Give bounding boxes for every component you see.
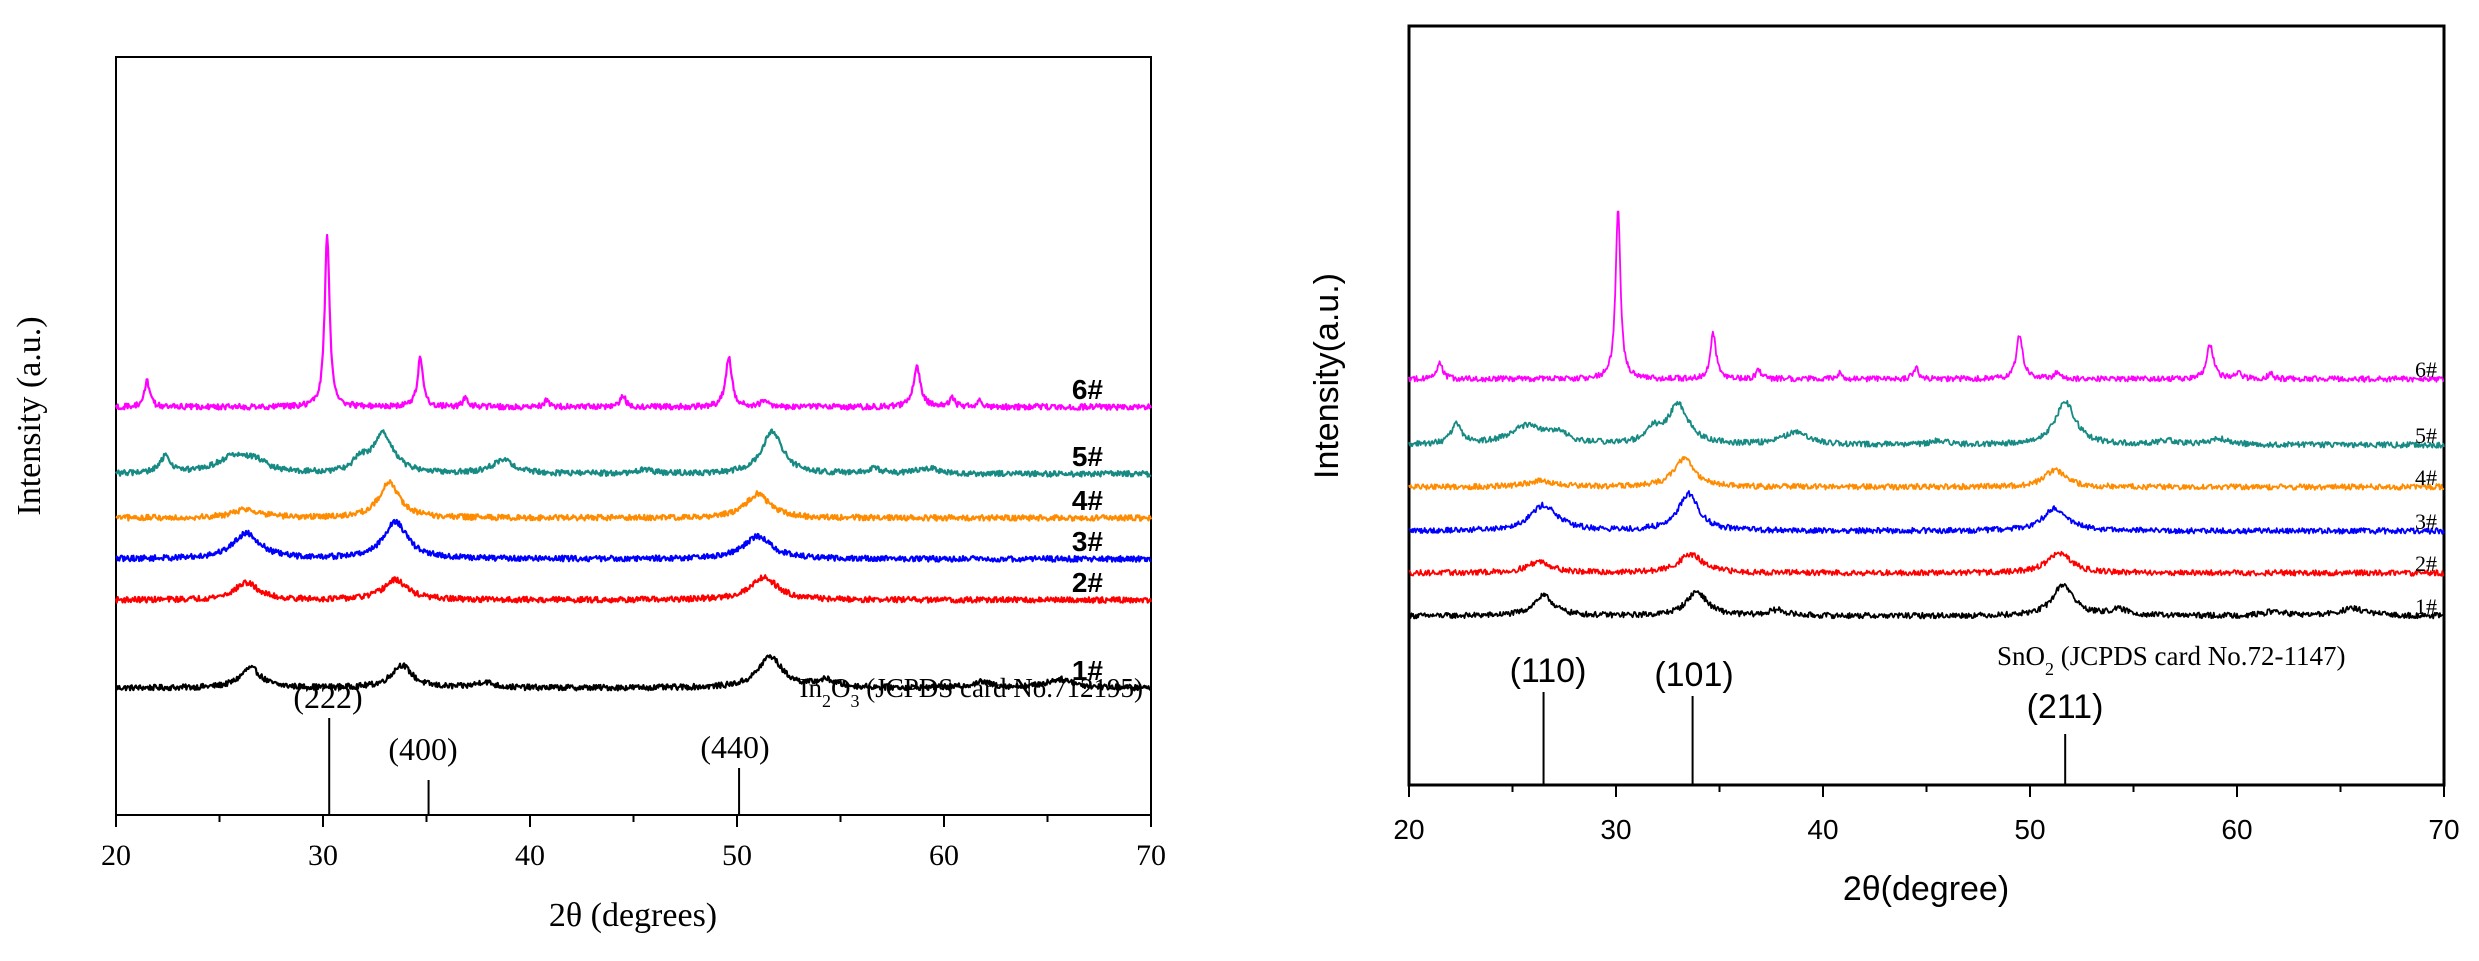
series-label-5: 5#	[1072, 441, 1104, 472]
reference-hkl-label: (110)	[1510, 652, 1587, 690]
reference-formula-subscript: 2	[822, 691, 831, 711]
reference-formula-subscript: 3	[851, 691, 860, 711]
series-label-1: 1#	[2415, 594, 2437, 619]
series-label-3: 3#	[2415, 509, 2437, 534]
reference-card-number: (JCPDS card No.712195)	[860, 673, 1144, 703]
series-label-5: 5#	[2415, 423, 2437, 448]
x-tick-label: 30	[1600, 814, 1631, 845]
series-label-3: 3#	[1072, 526, 1104, 557]
x-axis-label: 2θ(degree)	[1843, 870, 2009, 908]
series-label-2: 2#	[2415, 551, 2437, 576]
series-line-5	[114, 428, 1152, 478]
reference-formula-subscript: 2	[2045, 659, 2054, 679]
x-tick-label: 70	[2428, 814, 2459, 845]
series-line-1	[114, 654, 1152, 692]
reference-formula-main: In	[800, 673, 823, 703]
series-label-1: 1#	[1072, 655, 1104, 686]
x-tick-label: 50	[2014, 814, 2045, 845]
xrd-chart-in2o3: 20 30 40 50 60 70 2θ (degrees) Intensity (a.u.)…	[11, 56, 1166, 934]
x-tick-label: 60	[2221, 814, 2252, 845]
series-line-3	[115, 518, 1152, 563]
series-line-6	[1408, 210, 2445, 383]
reference-hkl-label: (440)	[700, 729, 769, 765]
x-tick-label: 20	[101, 839, 131, 872]
x-tick-label: 20	[1393, 814, 1424, 845]
series-line-5	[1408, 399, 2445, 449]
x-axis-label: 2θ (degrees)	[549, 897, 717, 934]
x-tick-label: 50	[722, 839, 752, 872]
series-line-2	[1408, 550, 2445, 577]
reference-hkl-label: (101)	[1654, 656, 1733, 694]
reference-formula-main: SnO	[1997, 641, 2045, 671]
series-line-1	[1408, 583, 2445, 620]
series-line-4	[115, 479, 1153, 522]
series-label-2: 2#	[1072, 567, 1104, 598]
reference-hkl-label: (211)	[2027, 688, 2104, 726]
y-axis-label: Intensity (a.u.)	[11, 316, 48, 515]
series-label-4: 4#	[2415, 465, 2437, 490]
series-line-3	[1408, 490, 2445, 535]
series-line-2	[114, 574, 1153, 604]
y-axis-label: Intensity(a.u.)	[1308, 273, 1346, 479]
series-line-6	[114, 233, 1153, 411]
series-label-4: 4#	[1072, 485, 1104, 516]
series-line-4	[1408, 455, 2445, 491]
reference-card-number: (JCPDS card No.72-1147)	[2054, 641, 2345, 671]
x-tick-label: 30	[308, 839, 338, 872]
series-label-6: 6#	[2415, 357, 2437, 382]
xrd-chart-sno2: 20 30 40 50 60 70 2θ(degree) Intensity(a.u.) 1# 2…	[1308, 24, 2460, 908]
reference-hkl-label: (222)	[293, 679, 362, 715]
reference-hkl-label: (400)	[388, 731, 457, 767]
reference-formula-mid: O	[831, 673, 851, 703]
plot-frame	[1407, 24, 2446, 787]
reference-card-label: SnO2 (JCPDS card No.72-1147)	[1997, 641, 2346, 679]
series-label-6: 6#	[1072, 374, 1104, 405]
x-tick-label: 70	[1136, 839, 1166, 872]
x-tick-label: 40	[1807, 814, 1838, 845]
x-tick-label: 40	[515, 839, 545, 872]
x-tick-label: 60	[929, 839, 959, 872]
reference-card-label: In2O3 (JCPDS card No.712195)	[800, 673, 1144, 711]
